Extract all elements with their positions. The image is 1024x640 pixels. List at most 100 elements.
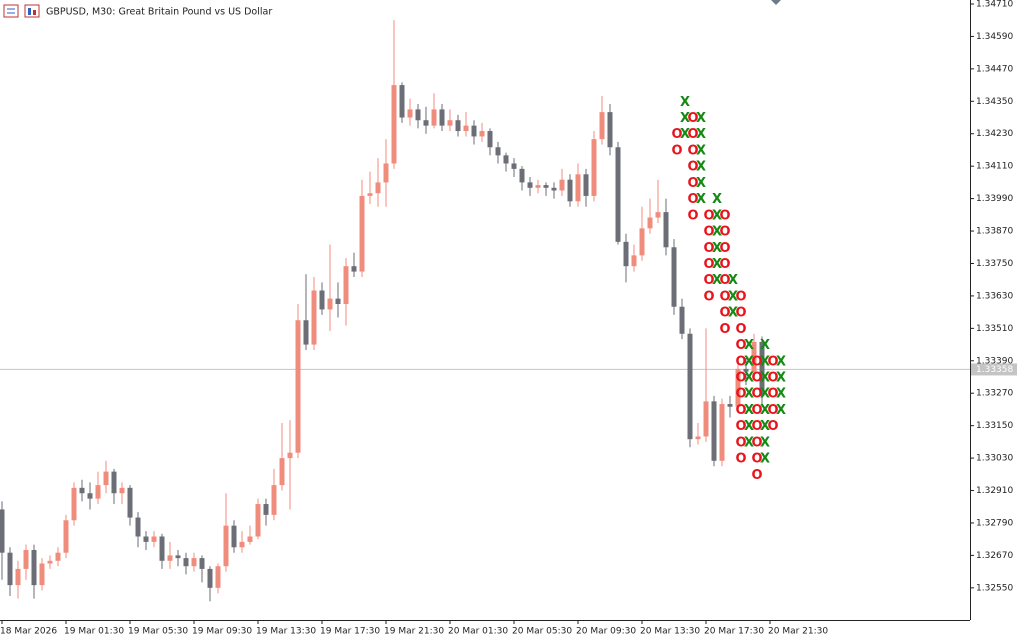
candle-body [103, 471, 109, 486]
candle-body [159, 536, 165, 561]
pnf-box: O [735, 338, 746, 353]
pnf-box: X [776, 371, 786, 386]
symbol-icon [3, 4, 40, 18]
pnf-box: O [735, 371, 746, 386]
pnf-box: X [728, 306, 738, 321]
pnf-box: O [719, 208, 730, 223]
y-tick-label: 1.34110 [976, 162, 1013, 172]
pnf-box: X [760, 371, 770, 386]
candle-body [199, 558, 205, 569]
icon-frame [3, 4, 19, 18]
pnf-box: X [776, 387, 786, 402]
candle-body [607, 112, 613, 148]
pnf-box: X [744, 338, 754, 353]
y-tick-label: 1.34230 [976, 129, 1013, 139]
candle-body [311, 290, 317, 345]
candle-body [615, 147, 621, 242]
candle-body [223, 525, 229, 567]
candle-body [391, 85, 397, 164]
pnf-box: O [703, 241, 714, 256]
pnf-box: X [776, 403, 786, 418]
pnf-box: X [680, 111, 690, 126]
candle-body [455, 120, 461, 132]
pnf-box: O [735, 354, 746, 369]
pnf-box: X [760, 419, 770, 434]
candle-body [495, 147, 501, 156]
candle-body [119, 487, 125, 494]
candle-body [431, 109, 437, 126]
pnf-box: X [696, 160, 706, 175]
x-tick-label: 20 Mar 09:30 [576, 627, 636, 637]
candle-body [663, 212, 669, 248]
pnf-box: X [776, 354, 786, 369]
candle-body [503, 155, 509, 164]
candle-body [367, 193, 373, 196]
y-tick-label: 1.32670 [976, 551, 1013, 561]
pnf-box: X [712, 257, 722, 272]
pnf-box: O [687, 143, 698, 158]
pnf-box: X [696, 127, 706, 142]
x-tick-label: 20 Mar 13:30 [640, 627, 700, 637]
candle-body [95, 485, 101, 499]
candle-body [215, 566, 221, 588]
candle-body [407, 109, 413, 118]
candle-body [15, 568, 21, 586]
pnf-box: O [735, 306, 746, 321]
y-tick-label: 1.33030 [976, 454, 1013, 464]
pnf-box: O [719, 225, 730, 240]
pnf-box: X [712, 241, 722, 256]
candle-body [79, 487, 85, 494]
pnf-box: O [703, 208, 714, 223]
x-tick-label: 19 Mar 05:30 [128, 627, 188, 637]
candle-body [111, 471, 117, 494]
candle-body [703, 401, 709, 437]
candle-body [527, 182, 533, 188]
pnf-box: O [735, 419, 746, 434]
pnf-box: X [760, 338, 770, 353]
candle-body [143, 536, 149, 542]
candle-body [135, 517, 141, 537]
candle-body [351, 266, 357, 272]
y-tick-label: 1.33750 [976, 259, 1013, 269]
y-tick-label: 1.34590 [976, 32, 1013, 42]
candle-body [759, 341, 765, 396]
candle-body [375, 182, 381, 194]
candle-body [655, 212, 661, 218]
pnf-box: O [735, 403, 746, 418]
candle-body [631, 255, 637, 267]
pnf-box: O [751, 468, 762, 483]
pnf-box: X [744, 435, 754, 450]
pnf-box: X [760, 387, 770, 402]
candle-body [127, 487, 133, 518]
candle-body [175, 555, 181, 559]
candle-body [231, 525, 237, 548]
pnf-box: O [751, 387, 762, 402]
icon-bar [28, 8, 31, 15]
candle-body [383, 163, 389, 183]
pnf-overlay: OOXXXOOOOOOOXXXXXXOOOOOOXXXXXXOOOOOOOOXX… [671, 95, 786, 483]
candle-body [463, 125, 469, 132]
pnf-box: X [728, 273, 738, 288]
pnf-box: O [719, 322, 730, 337]
pnf-box: O [687, 111, 698, 126]
pnf-box: X [696, 192, 706, 207]
y-tick-label: 1.34710 [976, 0, 1013, 10]
candle-body [719, 404, 725, 461]
candle-body [327, 298, 333, 310]
pnf-box: X [760, 403, 770, 418]
candle-body [519, 168, 525, 183]
x-tick-label: 20 Mar 05:30 [512, 627, 572, 637]
candle-body [727, 404, 733, 407]
candle-body [471, 125, 477, 137]
x-tick-label: 19 Mar 09:30 [192, 627, 252, 637]
candle-body [583, 174, 589, 196]
y-tick-label: 1.33510 [976, 324, 1013, 334]
chart-title: GBPUSD, M30: Great Britain Pound vs US D… [46, 7, 272, 18]
candle-body [239, 541, 245, 548]
candle-body [687, 333, 693, 440]
x-tick-label: 20 Mar 21:30 [768, 627, 828, 637]
candle-body [303, 320, 309, 345]
candle-body [335, 298, 341, 305]
x-tick-label: 18 Mar 2026 [0, 627, 57, 637]
candle-body [479, 131, 485, 137]
